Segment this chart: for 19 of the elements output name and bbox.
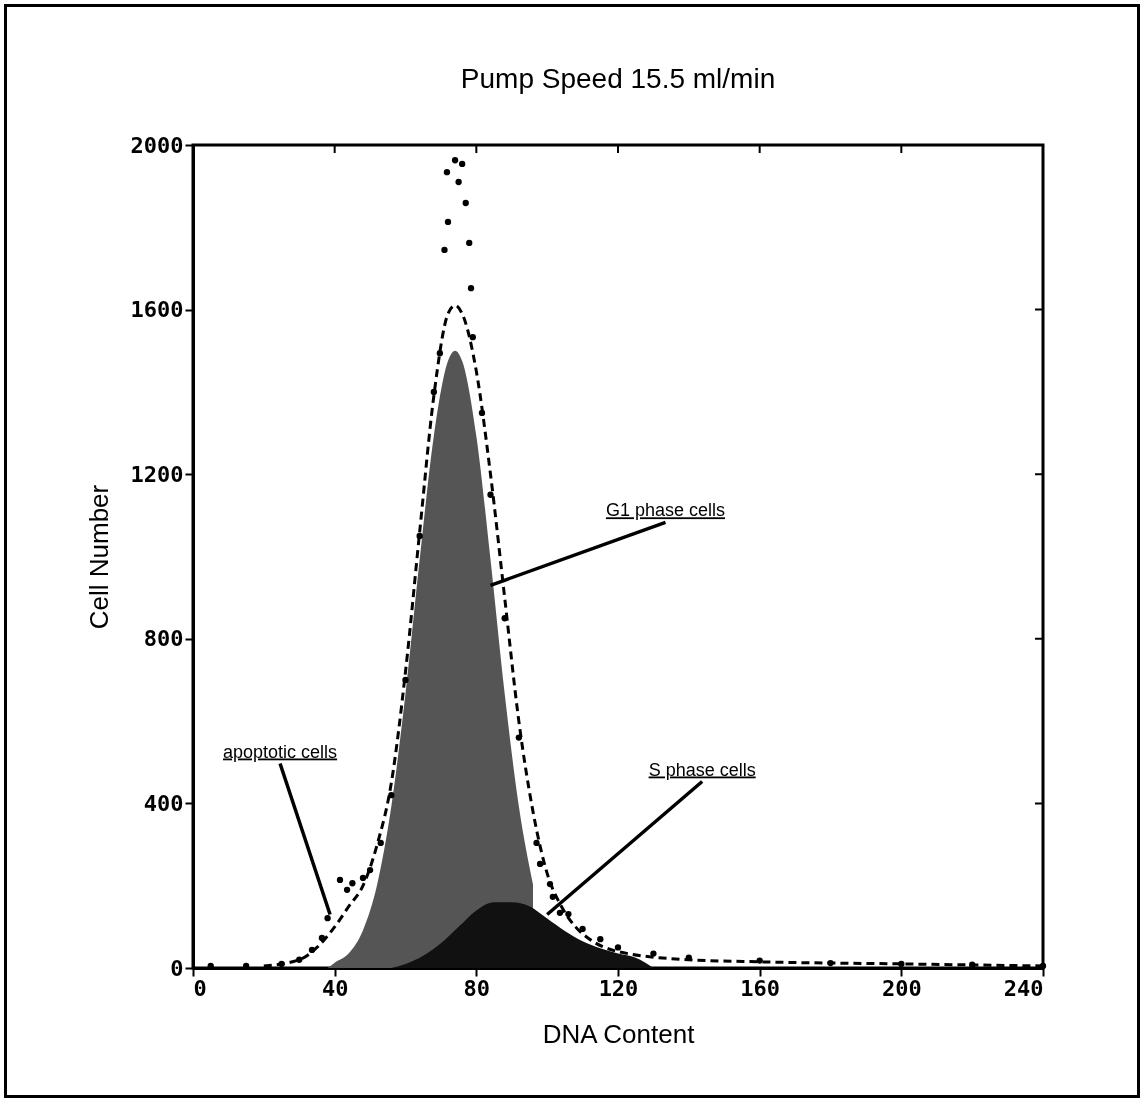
y-tick-label: 400	[143, 790, 184, 816]
x-tick-label: 40	[321, 975, 349, 1001]
x-tick-label: 120	[598, 975, 639, 1001]
y-tick-label: 2000	[130, 132, 184, 158]
chart-title: Pump Speed 15.5 ml/min	[460, 63, 776, 94]
y-tick-label: 0	[170, 955, 184, 981]
x-axis-title: DNA Content	[542, 1018, 696, 1049]
x-tick-label: 0	[193, 975, 207, 1001]
x-tick-label: 160	[740, 975, 781, 1001]
y-tick-label: 1600	[130, 297, 184, 323]
y-tick-label: 800	[143, 626, 184, 652]
x-tick-label: 240	[1003, 975, 1044, 1001]
x-tick-label: 200	[881, 975, 922, 1001]
annotation: apoptotic cells	[223, 741, 338, 762]
y-tick-label: 1200	[130, 461, 184, 487]
x-tick-label: 80	[463, 975, 491, 1001]
annotation: S phase cells	[648, 759, 756, 780]
annotation: G1 phase cells	[605, 500, 726, 521]
y-axis-title: Cell Number	[83, 484, 114, 630]
